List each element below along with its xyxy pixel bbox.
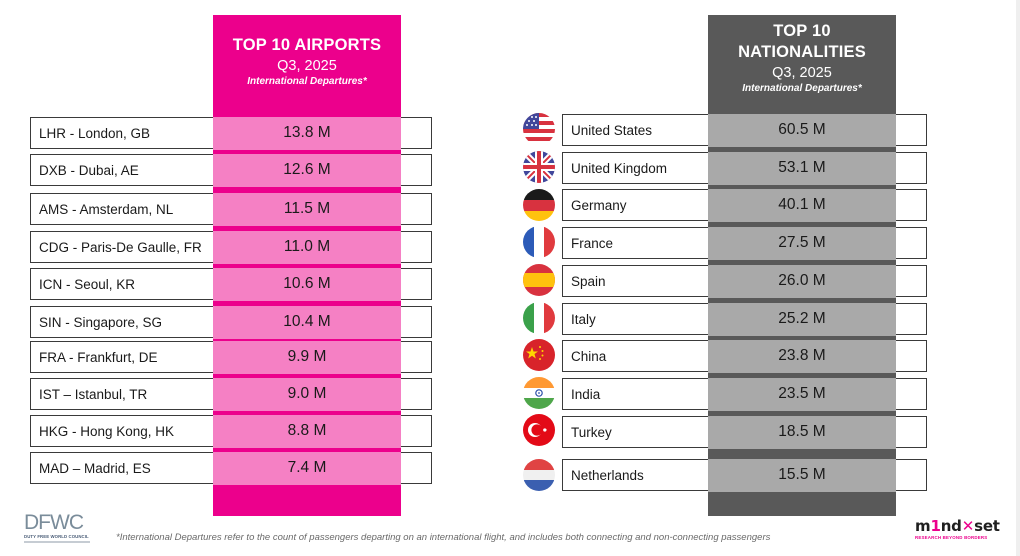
nationality-departures: 15.5 M [708, 458, 896, 492]
nationality-name: United Kingdom [571, 160, 668, 176]
nationality-row: United Kingdom 53.1 M [562, 151, 927, 185]
turkey-flag-icon [523, 414, 555, 446]
airport-departures: 9.9 M [213, 340, 401, 374]
footnote: *International Departures refer to the c… [116, 532, 771, 543]
airport-row: DXB - Dubai, AE 12.6 M [30, 153, 432, 187]
germany-flag-icon [523, 189, 555, 221]
airport-row: IST – Istanbul, TR 9.0 M [30, 377, 432, 411]
airport-row: MAD – Madrid, ES 7.4 M [30, 451, 432, 485]
mindset-logo: m1nd✕set RESEARCH BEYOND BORDERS [915, 519, 1000, 544]
airport-departures: 13.8 M [213, 116, 401, 150]
airport-name: IST – Istanbul, TR [39, 386, 148, 402]
airports-subtitle: International Departures* [247, 76, 367, 87]
nationality-row: Netherlands 15.5 M [562, 458, 927, 492]
nationality-departures: 40.1 M [708, 188, 896, 222]
mindset-logo-part: m [915, 517, 931, 535]
nationality-departures: 27.5 M [708, 226, 896, 260]
nationality-name: Netherlands [571, 467, 644, 483]
airport-departures: 12.6 M [213, 153, 401, 187]
nationalities-header: TOP 10 NATIONALITIES Q3, 2025 Internatio… [708, 15, 896, 95]
nationality-row: United States 60.5 M [562, 113, 927, 147]
nationality-departures: 60.5 M [708, 113, 896, 147]
airport-departures: 11.0 M [213, 230, 401, 264]
airport-name: MAD – Madrid, ES [39, 460, 151, 476]
nationality-name: India [571, 386, 601, 402]
airport-row: SIN - Singapore, SG 10.4 M [30, 305, 432, 339]
airport-name: LHR - London, GB [39, 125, 151, 141]
nationality-name: Germany [571, 197, 627, 213]
airport-departures: 9.0 M [213, 377, 401, 411]
netherlands-flag-icon [523, 459, 555, 491]
airports-title: TOP 10 AIRPORTS [232, 36, 382, 54]
nationality-name: Spain [571, 273, 606, 289]
airport-name: SIN - Singapore, SG [39, 314, 163, 330]
nationality-departures: 26.0 M [708, 264, 896, 298]
nationality-row: France 27.5 M [562, 226, 927, 260]
airport-departures: 10.6 M [213, 267, 401, 301]
nationality-row: Turkey 18.5 M [562, 415, 927, 449]
nationality-departures: 18.5 M [708, 415, 896, 449]
italy-flag-icon [523, 302, 555, 334]
nationality-row: Spain 26.0 M [562, 264, 927, 298]
nationality-name: China [571, 348, 607, 364]
airport-departures: 7.4 M [213, 451, 401, 485]
airport-row: CDG - Paris-De Gaulle, FR 11.0 M [30, 230, 432, 264]
mindset-logo-subtitle: RESEARCH BEYOND BORDERS [915, 535, 988, 540]
dfwc-logo: DFWC DUTY FREE WORLD COUNCIL [24, 511, 96, 547]
nationality-name: Turkey [571, 424, 612, 440]
mindset-logo-x-icon: ✕ [961, 517, 975, 535]
nationalities-title-line1: TOP 10 [773, 22, 831, 40]
airport-row: LHR - London, GB 13.8 M [30, 116, 432, 150]
dfwc-logo-letters: DFWC [24, 511, 84, 534]
us-flag-icon [523, 113, 555, 145]
airport-name: FRA - Frankfurt, DE [39, 349, 158, 365]
uk-flag-icon [523, 151, 555, 183]
airport-departures: 11.5 M [213, 192, 401, 226]
airport-departures: 10.4 M [213, 305, 401, 339]
airport-row: HKG - Hong Kong, HK 8.8 M [30, 414, 432, 448]
airport-row: AMS - Amsterdam, NL 11.5 M [30, 192, 432, 226]
scrollbar-track [1016, 0, 1020, 556]
airport-departures: 8.8 M [213, 414, 401, 448]
airport-row: ICN - Seoul, KR 10.6 M [30, 267, 432, 301]
nationality-departures: 23.5 M [708, 377, 896, 411]
india-flag-icon [523, 377, 555, 409]
nationality-name: Italy [571, 311, 596, 327]
china-flag-icon [523, 339, 555, 371]
france-flag-icon [523, 226, 555, 258]
airport-name: CDG - Paris-De Gaulle, FR [39, 239, 202, 255]
airport-name: HKG - Hong Kong, HK [39, 423, 175, 439]
nationality-row: India 23.5 M [562, 377, 927, 411]
nationality-name: United States [571, 122, 653, 138]
mindset-logo-part: 1 [930, 517, 941, 535]
dfwc-logo-subtitle: DUTY FREE WORLD COUNCIL [24, 534, 89, 539]
dfwc-logo-tagline-bar [24, 541, 90, 543]
nationality-row: Italy 25.2 M [562, 302, 927, 336]
nationality-departures: 23.8 M [708, 339, 896, 373]
mindset-logo-wordmark: m1nd✕set [915, 517, 1000, 535]
mindset-logo-part: nd [940, 517, 962, 535]
airport-row: FRA - Frankfurt, DE 9.9 M [30, 340, 432, 374]
nationality-name: France [571, 235, 614, 251]
nationality-row: China 23.8 M [562, 339, 927, 373]
airport-name: DXB - Dubai, AE [39, 162, 139, 178]
airports-period: Q3, 2025 [277, 58, 337, 74]
airport-name: AMS - Amsterdam, NL [39, 201, 174, 217]
nationality-departures: 25.2 M [708, 302, 896, 336]
spain-flag-icon [523, 264, 555, 296]
nationality-row: Germany 40.1 M [562, 188, 927, 222]
nationalities-title-line2: NATIONALITIES [738, 43, 866, 61]
nationality-departures: 53.1 M [708, 151, 896, 185]
airport-name: ICN - Seoul, KR [39, 276, 136, 292]
mindset-logo-part: set [974, 517, 1000, 535]
nationalities-period: Q3, 2025 [772, 65, 832, 81]
nationalities-subtitle: International Departures* [742, 83, 862, 94]
airports-header: TOP 10 AIRPORTS Q3, 2025 International D… [213, 15, 401, 88]
